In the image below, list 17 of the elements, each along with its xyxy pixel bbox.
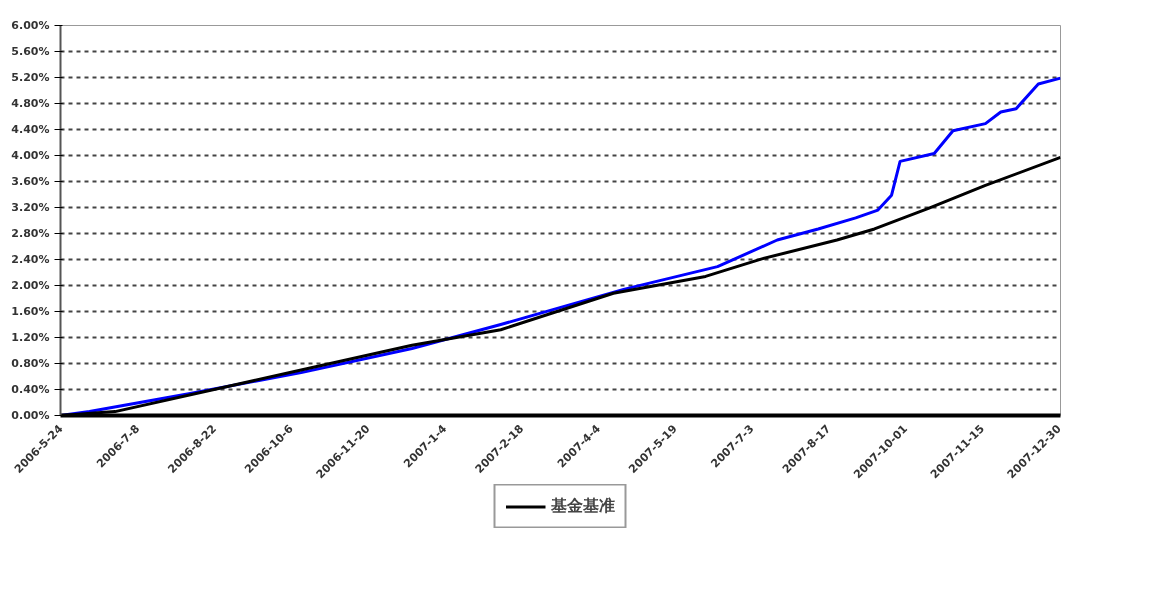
y-tick-label: 1.60% [11,305,50,318]
y-tick-label: 0.00% [11,409,50,422]
legend-label: 基金基准 [550,495,615,516]
y-tick-label: 0.40% [11,383,50,396]
y-tick-label: 5.60% [11,45,50,58]
y-tick-label: 5.20% [11,71,50,84]
y-tick-label: 1.20% [11,331,50,344]
y-tick-label: 4.40% [11,123,50,136]
y-tick-label: 6.00% [11,19,50,32]
y-tick-label: 2.80% [11,227,50,240]
y-tick-label: 2.40% [11,253,50,266]
y-tick-label: 2.00% [11,279,50,292]
y-tick-label: 0.80% [11,357,50,370]
y-tick-label: 4.00% [11,149,50,162]
y-tick-label: 4.80% [11,97,50,110]
y-tick-label: 3.20% [11,201,50,214]
y-tick-label: 3.60% [11,175,50,188]
